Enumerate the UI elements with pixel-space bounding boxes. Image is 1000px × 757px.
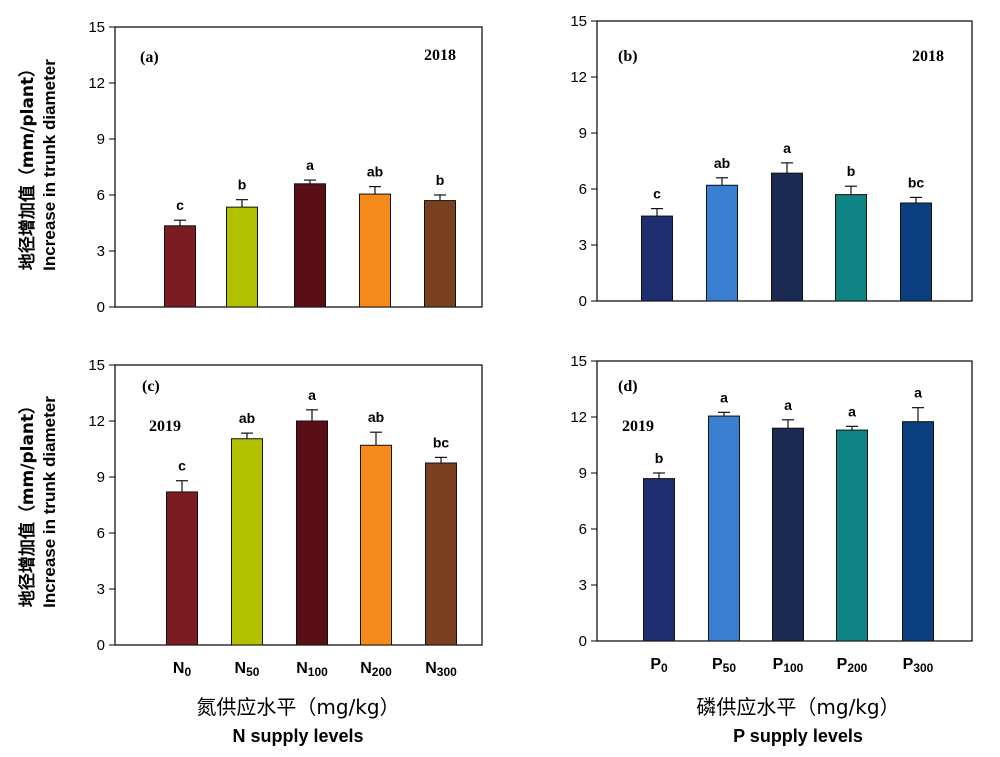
bar — [835, 194, 867, 302]
bar — [425, 462, 457, 646]
category-label: P300 — [903, 656, 934, 675]
significance-letter: a — [914, 385, 922, 401]
category-label: P50 — [712, 656, 736, 675]
y-tick-label: 12 — [570, 69, 587, 86]
y-tick-label: 9 — [579, 465, 587, 482]
significance-letter: ab — [368, 409, 384, 425]
y-tick-label: 6 — [579, 181, 587, 198]
y-tick-label: 6 — [97, 525, 105, 542]
significance-letter: b — [238, 177, 247, 193]
x-axis-label-n-cn: 氮供应水平（mg/kg） — [196, 695, 399, 719]
x-axis-label-n-en: N supply levels — [232, 726, 363, 746]
panel-0: 0 3 6 9 12 15 c b a ab b (a) 2018 — [88, 19, 483, 316]
bar — [900, 202, 932, 302]
significance-letter: c — [178, 458, 186, 474]
significance-letter: b — [436, 172, 445, 188]
significance-letter: c — [176, 197, 184, 213]
bar — [294, 183, 326, 308]
y-axis-label-cn-bottom: 地径增加值（mm/plant） — [17, 397, 38, 607]
category-label: N0 — [173, 660, 192, 679]
y-tick-label: 3 — [97, 243, 105, 260]
y-tick-label: 0 — [579, 633, 587, 650]
bar — [226, 206, 258, 308]
significance-letter: a — [783, 140, 791, 156]
y-axis-label-en-top: Increase in trunk diameter — [40, 59, 59, 271]
x-axis-label-p-cn: 磷供应水平（mg/kg） — [696, 695, 899, 719]
y-tick-label: 15 — [88, 19, 105, 36]
year-label: 2019 — [622, 418, 654, 435]
category-label: P100 — [773, 656, 804, 675]
y-tick-label: 15 — [570, 13, 587, 30]
y-tick-label: 12 — [88, 75, 105, 92]
y-tick-label: 12 — [570, 409, 587, 426]
y-tick-label: 9 — [97, 469, 105, 486]
y-tick-label: 15 — [570, 353, 587, 370]
category-label: N50 — [235, 660, 260, 679]
y-tick-label: 12 — [88, 413, 105, 430]
x-axis-label-p-en: P supply levels — [733, 726, 863, 746]
panel-2: 0 3 6 9 12 15 c N0 ab N50 a N100 ab N200 bc N300 (c) 2019 — [88, 357, 483, 679]
bar — [296, 420, 328, 646]
y-axis-label-en-bottom: Increase in trunk diameter — [40, 396, 59, 608]
significance-letter: b — [847, 163, 856, 179]
y-tick-label: 9 — [97, 131, 105, 148]
bar — [772, 427, 804, 642]
y-tick-label: 3 — [579, 237, 587, 254]
bar — [359, 193, 391, 308]
significance-letter: a — [306, 157, 314, 173]
y-tick-label: 0 — [97, 299, 105, 316]
bar — [164, 225, 196, 308]
y-tick-label: 9 — [579, 125, 587, 142]
category-label: P200 — [837, 656, 868, 675]
category-label: N300 — [425, 660, 457, 679]
panel-label: (b) — [618, 48, 638, 65]
y-tick-label: 3 — [97, 581, 105, 598]
significance-letter: a — [308, 387, 316, 403]
bar — [424, 200, 456, 308]
bar — [166, 491, 198, 646]
year-label: 2019 — [149, 418, 181, 435]
bar — [771, 172, 803, 302]
bar — [836, 429, 868, 642]
significance-letter: ab — [239, 410, 255, 426]
y-tick-label: 0 — [579, 293, 587, 310]
bar — [643, 478, 675, 642]
significance-letter: ab — [367, 164, 383, 180]
panel-3: 0 3 6 9 12 15 b P0 a P50 a P100 a P200 a P300 (d) 2019 — [570, 353, 973, 675]
category-label: P0 — [650, 656, 668, 675]
panel-label: (c) — [142, 378, 160, 395]
bar — [641, 215, 673, 302]
y-tick-label: 3 — [579, 577, 587, 594]
y-tick-label: 6 — [579, 521, 587, 538]
panel-label: (a) — [140, 49, 159, 66]
y-tick-label: 0 — [97, 637, 105, 654]
category-label: N200 — [360, 660, 392, 679]
bar — [708, 415, 740, 642]
y-tick-label: 6 — [97, 187, 105, 204]
significance-letter: bc — [433, 434, 450, 450]
panel-label: (d) — [618, 378, 638, 395]
significance-letter: a — [848, 403, 856, 419]
significance-letter: a — [784, 397, 792, 413]
bar — [360, 444, 392, 646]
y-axis-label-cn-top: 地径增加值（mm/plant） — [17, 60, 38, 270]
y-tick-label: 15 — [88, 357, 105, 374]
significance-letter: ab — [714, 155, 730, 171]
bar — [902, 421, 934, 642]
bar — [231, 438, 263, 646]
year-label: 2018 — [424, 47, 456, 64]
category-label: N100 — [296, 660, 328, 679]
significance-letter: bc — [908, 174, 925, 190]
year-label: 2018 — [912, 48, 944, 65]
bar — [706, 184, 738, 302]
significance-letter: c — [653, 186, 661, 202]
significance-letter: a — [720, 389, 728, 405]
significance-letter: b — [655, 450, 664, 466]
